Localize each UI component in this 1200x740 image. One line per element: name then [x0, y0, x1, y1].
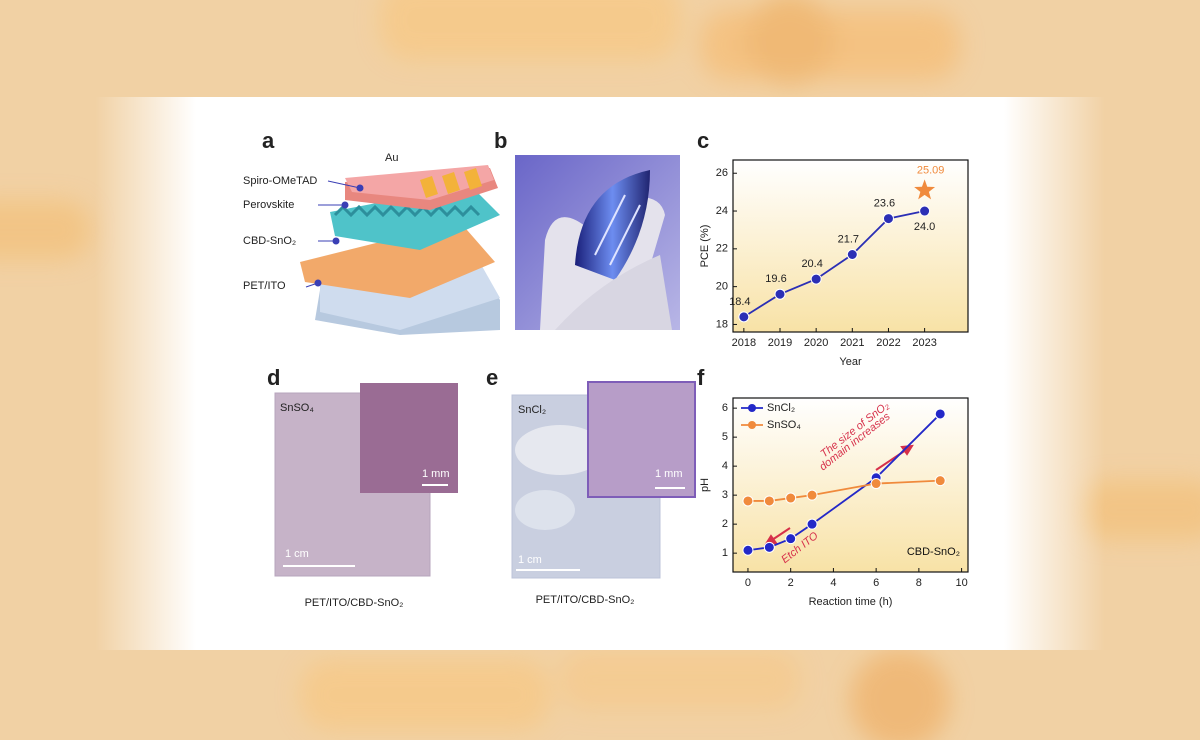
sample-label: SnCl₂: [518, 404, 546, 416]
device-illustration: [300, 165, 500, 335]
panel-label: f: [697, 365, 705, 390]
caption: PET/ITO/CBD-SnO₂: [305, 597, 404, 609]
panel-label: e: [486, 365, 498, 390]
panel-label: c: [697, 128, 709, 153]
legend-label: SnCl₂: [767, 402, 795, 414]
y-tick-label: 26: [716, 167, 728, 179]
legend-marker: [748, 421, 756, 429]
x-tick-label: 10: [955, 577, 967, 589]
y-tick-label: 20: [716, 281, 728, 293]
x-tick-label: 2023: [912, 337, 936, 349]
annotation: CBD-SnO₂: [907, 546, 960, 558]
legend-marker: [748, 404, 756, 412]
x-tick-label: 2019: [768, 337, 792, 349]
scale-label: 1 cm: [518, 554, 542, 566]
y-tick-label: 2: [722, 518, 728, 530]
data-point: [774, 288, 786, 300]
panel-label: b: [494, 128, 507, 153]
x-tick-label: 6: [873, 577, 879, 589]
scale-label: 1 cm: [285, 548, 309, 560]
x-tick-label: 2018: [732, 337, 756, 349]
y-tick-label: 1: [722, 547, 728, 559]
plot-background: [733, 160, 968, 332]
series-line: [743, 210, 925, 318]
scale-label: 1 mm: [655, 468, 683, 480]
caption: PET/ITO/CBD-SnO₂: [536, 594, 635, 606]
x-tick-label: 2021: [840, 337, 864, 349]
data-point: [763, 495, 775, 507]
y-tick-label: 4: [722, 460, 728, 472]
data-point: [934, 408, 946, 420]
data-point: [763, 541, 775, 553]
y-tick-label: 5: [722, 431, 728, 443]
data-point: [738, 311, 750, 323]
sample-label: SnSO₄: [280, 402, 314, 414]
y-axis-label: pH: [699, 478, 711, 492]
data-label: 18.4: [729, 296, 750, 308]
y-tick-label: 6: [722, 402, 728, 414]
device-photo: [515, 155, 680, 330]
panel-label: d: [267, 365, 280, 390]
data-point: [846, 249, 858, 261]
plot-frame: [732, 397, 969, 573]
x-tick-label: 8: [916, 577, 922, 589]
data-point: [785, 492, 797, 504]
layer-label: Spiro-OMeTAD: [243, 175, 317, 187]
y-tick-label: 24: [716, 205, 728, 217]
y-tick-label: 22: [716, 243, 728, 255]
y-tick-label: 3: [722, 489, 728, 501]
highlight-label: 25.09: [917, 164, 945, 176]
data-point: [785, 533, 797, 545]
legend-label: SnSO₄: [767, 419, 801, 431]
data-point: [806, 518, 818, 530]
data-label: 19.6: [765, 273, 786, 285]
layer-label: Au: [385, 152, 398, 164]
data-label: 20.4: [801, 258, 822, 270]
x-axis-label: Year: [839, 356, 862, 368]
data-point: [870, 478, 882, 490]
x-tick-label: 2022: [876, 337, 900, 349]
data-point: [806, 489, 818, 501]
data-point: [742, 544, 754, 556]
data-label: 23.6: [874, 197, 895, 209]
sample-snso4: [274, 383, 458, 577]
layer-label: CBD-SnO₂: [243, 235, 296, 247]
panel-label: a: [262, 128, 275, 153]
x-axis-label: Reaction time (h): [809, 596, 893, 608]
x-tick-label: 2020: [804, 337, 828, 349]
data-point: [882, 213, 894, 225]
data-label: 21.7: [838, 233, 859, 245]
layer-label: PET/ITO: [243, 280, 286, 292]
plot-frame: [732, 159, 969, 333]
highlight-star: [914, 179, 936, 200]
sample-sncl2: [511, 381, 696, 579]
x-tick-label: 4: [830, 577, 836, 589]
data-point: [919, 205, 931, 217]
data-label: 24.0: [914, 221, 935, 233]
x-tick-label: 0: [745, 577, 751, 589]
x-tick-label: 2: [788, 577, 794, 589]
scale-label: 1 mm: [422, 468, 450, 480]
data-point: [934, 475, 946, 487]
data-point: [810, 273, 822, 285]
layer-label: Perovskite: [243, 199, 294, 211]
y-tick-label: 18: [716, 318, 728, 330]
y-axis-label: PCE (%): [699, 225, 711, 268]
data-point: [742, 495, 754, 507]
